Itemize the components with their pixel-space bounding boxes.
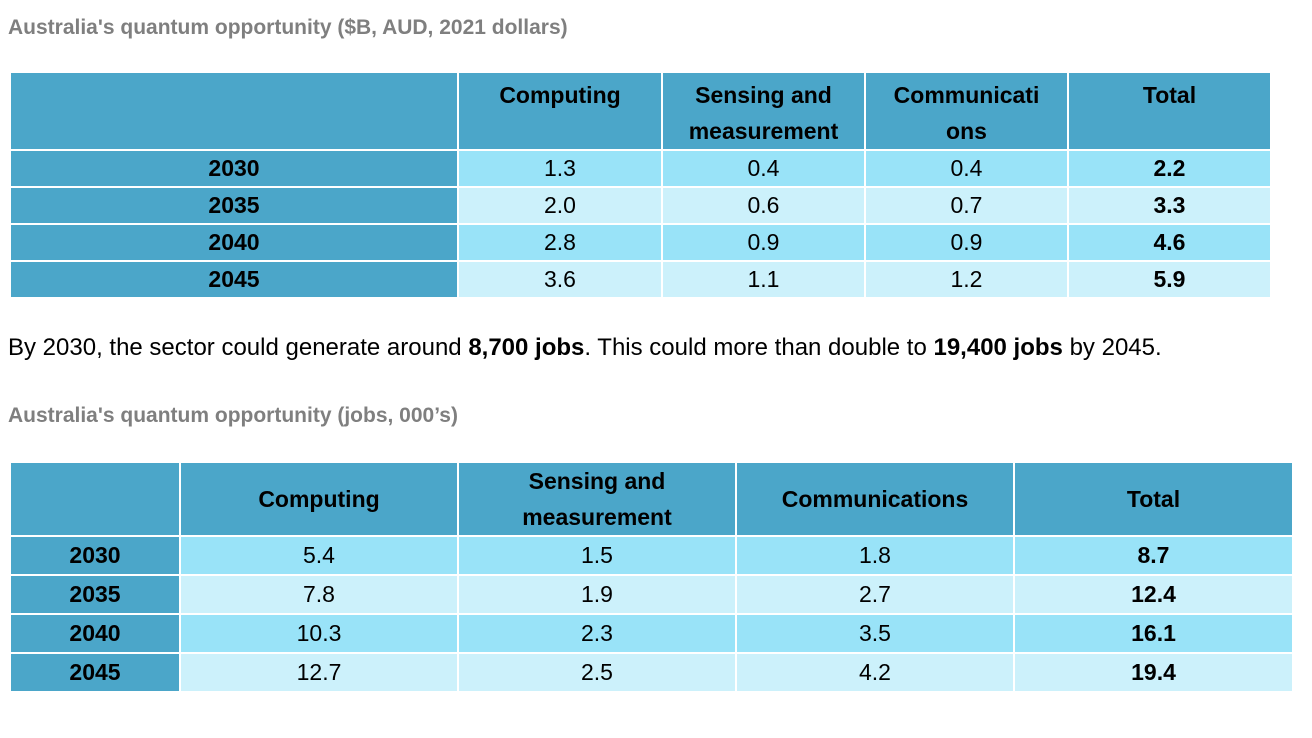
header-communications: Communications: [735, 461, 1015, 537]
cell-sensing: 2.3: [457, 613, 737, 654]
cell-computing: 10.3: [179, 613, 459, 654]
table-caption-jobs: Australia's quantum opportunity (jobs, 0…: [8, 404, 458, 427]
cell-total: 5.9: [1067, 260, 1272, 299]
row-year: 2030: [9, 535, 181, 576]
row-year: 2040: [9, 613, 181, 654]
table-row: 2030 1.3 0.4 0.4 2.2: [9, 149, 1272, 188]
header-communications: Communicati ons: [864, 71, 1069, 151]
table-row: 2045 12.7 2.5 4.2 19.4: [9, 652, 1294, 693]
paragraph-text: by 2045.: [1062, 334, 1162, 361]
row-year: 2035: [9, 186, 459, 225]
table-row: 2035 2.0 0.6 0.7 3.3: [9, 186, 1272, 225]
cell-sensing: 0.9: [661, 223, 866, 262]
cell-communications: 3.5: [735, 613, 1015, 654]
cell-communications: 0.7: [864, 186, 1069, 225]
header-total: Total: [1067, 71, 1272, 151]
cell-computing: 2.8: [457, 223, 663, 262]
table-row: 2045 3.6 1.1 1.2 5.9: [9, 260, 1272, 299]
cell-sensing: 0.4: [661, 149, 866, 188]
cell-sensing: 1.9: [457, 574, 737, 615]
cell-communications: 1.2: [864, 260, 1069, 299]
quantum-opportunity-dollars-table: Computing Sensing and measurement Commun…: [9, 71, 1272, 299]
header-empty: [9, 461, 181, 537]
table-header-row: Computing Sensing and measurement Commun…: [9, 461, 1294, 537]
row-year: 2035: [9, 574, 181, 615]
table-caption-dollars: Australia's quantum opportunity ($B, AUD…: [8, 16, 568, 39]
cell-communications: 4.2: [735, 652, 1015, 693]
cell-total: 4.6: [1067, 223, 1272, 262]
header-sensing: Sensing and measurement: [661, 71, 866, 151]
cell-communications: 0.4: [864, 149, 1069, 188]
paragraph-bold-jobs-2045: 19,400 jobs: [933, 334, 1063, 361]
cell-sensing: 0.6: [661, 186, 866, 225]
cell-total: 16.1: [1013, 613, 1294, 654]
row-year: 2045: [9, 260, 459, 299]
paragraph-text: By 2030, the sector could generate aroun…: [8, 334, 469, 361]
table-row: 2040 10.3 2.3 3.5 16.1: [9, 613, 1294, 654]
cell-communications: 0.9: [864, 223, 1069, 262]
cell-computing: 7.8: [179, 574, 459, 615]
table-header-row: Computing Sensing and measurement Commun…: [9, 71, 1272, 151]
header-total: Total: [1013, 461, 1294, 537]
header-computing: Computing: [457, 71, 663, 151]
cell-sensing: 1.5: [457, 535, 737, 576]
paragraph-text: . This could more than double to: [584, 334, 934, 361]
cell-sensing: 2.5: [457, 652, 737, 693]
cell-total: 19.4: [1013, 652, 1294, 693]
header-empty: [9, 71, 459, 151]
jobs-summary-paragraph: By 2030, the sector could generate aroun…: [8, 334, 1162, 362]
row-year: 2045: [9, 652, 181, 693]
cell-computing: 5.4: [179, 535, 459, 576]
table-row: 2030 5.4 1.5 1.8 8.7: [9, 535, 1294, 576]
cell-total: 8.7: [1013, 535, 1294, 576]
cell-computing: 1.3: [457, 149, 663, 188]
cell-sensing: 1.1: [661, 260, 866, 299]
cell-total: 12.4: [1013, 574, 1294, 615]
cell-computing: 3.6: [457, 260, 663, 299]
row-year: 2030: [9, 149, 459, 188]
table-row: 2035 7.8 1.9 2.7 12.4: [9, 574, 1294, 615]
cell-total: 3.3: [1067, 186, 1272, 225]
cell-computing: 2.0: [457, 186, 663, 225]
cell-communications: 1.8: [735, 535, 1015, 576]
header-sensing: Sensing and measurement: [457, 461, 737, 537]
header-computing: Computing: [179, 461, 459, 537]
cell-communications: 2.7: [735, 574, 1015, 615]
paragraph-bold-jobs-2030: 8,700 jobs: [468, 334, 585, 361]
cell-total: 2.2: [1067, 149, 1272, 188]
quantum-opportunity-jobs-table: Computing Sensing and measurement Commun…: [9, 461, 1294, 693]
row-year: 2040: [9, 223, 459, 262]
cell-computing: 12.7: [179, 652, 459, 693]
table-row: 2040 2.8 0.9 0.9 4.6: [9, 223, 1272, 262]
